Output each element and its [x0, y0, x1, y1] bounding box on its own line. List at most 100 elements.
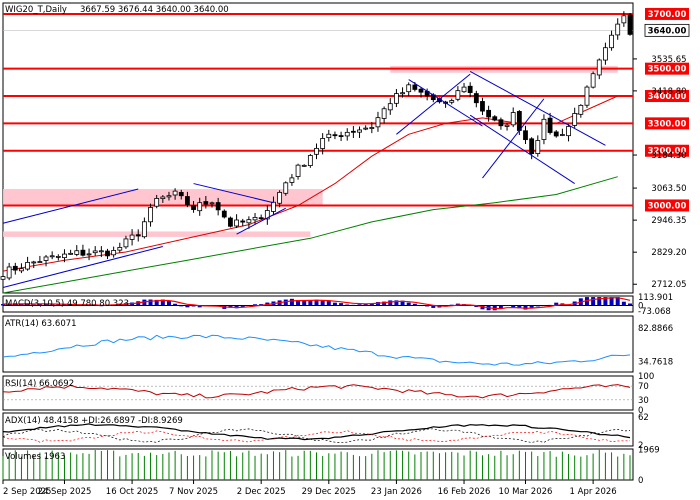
macd-bar [449, 304, 454, 306]
trendline-6 [469, 70, 606, 146]
macd-bar [505, 305, 510, 307]
x-label-7: 16 Feb 2026 [438, 487, 491, 497]
candle-body [603, 47, 608, 61]
current-price-tag-bg [644, 23, 690, 37]
macd-bar [548, 304, 553, 306]
macd-bar [603, 297, 608, 306]
ohlc-readout: 3667.59 3676.44 3640.00 3640.00 [80, 5, 229, 15]
level-tag-bg-3 [645, 117, 689, 130]
rsi-line [2, 384, 631, 399]
x-label-8: 10 Mar 2026 [499, 487, 553, 497]
panel3-tick-3: 0 [638, 406, 643, 416]
macd-bar [511, 305, 516, 308]
x-label-2: 16 Oct 2025 [106, 487, 159, 497]
macd-bar [185, 305, 190, 308]
panel-frame-2 [2, 315, 634, 373]
panel5-tick-0: 1969 [638, 445, 660, 455]
macd-bar [388, 300, 393, 306]
panel-title-4: ADX(14) 48.4158 +DI:26.6897 -DI:8.9269 [5, 416, 183, 426]
candle-body [547, 117, 553, 133]
candle-body [627, 14, 633, 35]
macd-bar [7, 304, 12, 306]
di-minus-line [2, 430, 630, 443]
macd-bar [80, 305, 85, 306]
candle-body [529, 138, 535, 154]
macd-bar [382, 301, 387, 306]
candle-body [221, 210, 227, 218]
trendline-8 [482, 98, 545, 179]
macd-bar [597, 297, 602, 306]
level-tag-5: 3000.00 [648, 201, 687, 211]
candle-body [289, 177, 295, 183]
level-tag-bg-5 [645, 199, 689, 212]
ma-slow-line [2, 176, 618, 294]
candle-body [412, 84, 418, 90]
price-tick-label-6: 2712.05 [651, 280, 686, 290]
axes-layer: 3700.00 3500.00 3400.00 3300.00 3200.00 3000.… [2, 7, 690, 497]
candle-body [344, 131, 350, 137]
candle-body [111, 250, 117, 256]
candle-body [350, 130, 356, 133]
candle-body [264, 210, 270, 220]
x-label-3: 7 Nov 2025 [169, 487, 218, 497]
trendline-1 [2, 246, 163, 289]
x-label-4: 2 Dec 2025 [237, 487, 286, 497]
candle-body [98, 250, 104, 253]
macd-bar [406, 302, 411, 306]
macd-bar [62, 304, 67, 306]
candle-body [363, 127, 369, 130]
price-tick-label-0: 3535.65 [651, 55, 686, 65]
macd-bar [394, 300, 399, 306]
macd-bar [283, 299, 288, 306]
candle-body [209, 202, 215, 205]
macd-bar [351, 304, 356, 306]
text-layer: WIG20_T,Daily 3667.59 3676.44 3640.00 36… [5, 5, 229, 15]
macd-bar [314, 299, 319, 306]
candle-body [43, 256, 49, 261]
macd-bar [320, 300, 325, 306]
macd-bar [44, 303, 49, 306]
macd-bar [339, 303, 344, 306]
level-tag-bg-2 [645, 90, 689, 103]
level-tag-0: 3700.00 [648, 10, 687, 20]
level-tag-2: 3400.00 [648, 92, 687, 102]
macd-bar [412, 303, 417, 306]
candle-body [197, 202, 203, 212]
candle-body [332, 134, 338, 137]
macd-bar [234, 305, 239, 309]
candle-body [191, 205, 196, 210]
candle-body [6, 266, 12, 279]
macd-bar [179, 305, 184, 307]
level-tag-bg-0 [645, 7, 689, 20]
macd-bar [289, 298, 294, 306]
candle-body [566, 126, 571, 137]
adx-line [2, 423, 631, 441]
macd-bar [609, 297, 614, 306]
candle-body [455, 90, 461, 100]
candle-body [0, 276, 6, 280]
x-label-6: 23 Jan 2026 [371, 487, 422, 497]
candle-body [480, 101, 485, 112]
panel2-tick-1: 34.7618 [638, 358, 673, 368]
candle-body [320, 138, 326, 149]
candle-body [498, 119, 504, 127]
macd-bar [425, 305, 430, 307]
candle-body [535, 140, 541, 154]
candle-body [492, 116, 498, 121]
macd-bar [615, 297, 620, 306]
candle-body [154, 198, 160, 207]
candle-body [394, 93, 399, 104]
candle-body [381, 108, 387, 119]
candle-body [31, 261, 37, 264]
candle-body [160, 196, 166, 199]
panel2-tick-0: 82.8866 [638, 324, 673, 334]
macd-bar [259, 304, 264, 306]
current-price-tag: 3640.00 [648, 26, 687, 36]
candle-body [25, 261, 30, 270]
panel-title-1: MACD(3,10,5) 49.780 80.323 [5, 299, 129, 309]
candle-body [326, 133, 332, 139]
macd-bar [431, 305, 436, 308]
indicators-layer: MACD(3,10,5) 49.780 80.323 ATR(14) 63.607… [1, 297, 633, 480]
candle-body [252, 216, 258, 221]
